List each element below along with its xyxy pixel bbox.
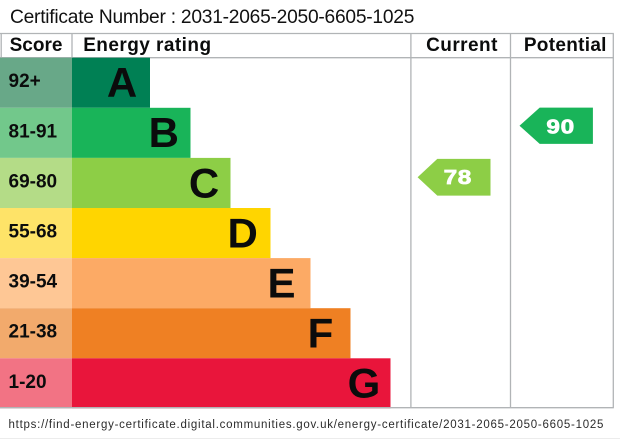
svg-text:E: E [267, 260, 295, 307]
svg-text:Current: Current [426, 35, 498, 56]
svg-text:69-80: 69-80 [9, 171, 58, 192]
svg-text:92+: 92+ [9, 71, 41, 92]
svg-text:C: C [189, 159, 219, 206]
svg-text:Potential: Potential [524, 35, 607, 56]
svg-text:90: 90 [546, 116, 574, 138]
svg-text:81-91: 81-91 [9, 121, 58, 142]
svg-text:1-20: 1-20 [9, 372, 47, 393]
svg-text:Energy rating: Energy rating [83, 35, 211, 56]
svg-text:39-54: 39-54 [9, 272, 58, 293]
svg-text:F: F [308, 310, 334, 357]
svg-text:B: B [149, 109, 179, 156]
svg-text:A: A [107, 59, 137, 106]
svg-text:Score: Score [10, 35, 63, 56]
svg-text:G: G [348, 360, 381, 407]
svg-text:55-68: 55-68 [9, 222, 58, 243]
svg-text:78: 78 [444, 166, 472, 188]
svg-text:21-38: 21-38 [9, 322, 58, 343]
svg-text:D: D [228, 209, 258, 256]
